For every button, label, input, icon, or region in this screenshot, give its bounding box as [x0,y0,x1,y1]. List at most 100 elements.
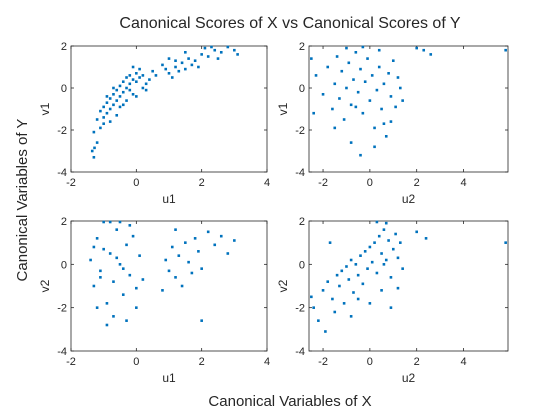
data-point [391,247,395,251]
y-tick-label: -2 [57,125,67,137]
data-point [141,278,145,281]
data-point [210,45,213,49]
data-point [347,61,351,65]
data-point [401,267,404,270]
data-point [108,252,112,255]
data-point [328,241,332,244]
data-point [177,69,181,73]
data-point [424,237,428,240]
data-point [377,234,381,238]
data-point [504,48,507,52]
data-point [105,111,109,115]
data-point [102,247,105,251]
y-tick-label: 2 [61,41,67,53]
data-point [352,291,355,294]
data-point [347,278,351,281]
data-point [333,126,337,130]
data-point [226,45,230,49]
data-point [121,90,125,94]
data-point [164,67,168,71]
data-point [326,280,330,283]
data-point [112,103,115,107]
data-point [345,86,348,90]
data-point [118,220,122,224]
data-point [177,254,181,257]
data-point [102,105,105,109]
data-point [89,258,92,262]
data-point [356,297,360,301]
y-tick-label: 0 [299,259,305,271]
axes-box [308,45,509,173]
data-point [203,46,207,50]
y-tick-label: -4 [57,346,67,358]
data-point [131,78,135,81]
x-axis-label: u1 [162,192,176,206]
data-point [317,319,320,322]
data-point [193,59,197,62]
data-point [361,282,365,286]
data-point [161,289,164,292]
data-point [335,273,339,277]
data-point [349,258,353,262]
data-point [401,99,404,102]
data-point [105,101,109,104]
data-point [102,220,105,224]
data-point [377,65,381,69]
data-point [366,57,369,60]
y-tick-label: 2 [299,216,305,228]
axes-box [308,220,509,352]
x-tick-label: -2 [318,356,328,368]
data-point [115,228,119,231]
data-point [335,55,339,58]
data-point [151,69,154,73]
data-point [382,82,386,86]
y-tick-label: -4 [295,346,305,358]
data-point [396,256,400,260]
data-point [125,319,128,322]
data-point [95,118,99,121]
data-point [219,234,223,238]
data-point [112,93,115,96]
data-point [148,78,151,81]
data-point [380,107,383,111]
data-point [112,86,115,90]
data-point [141,74,145,77]
data-point [115,256,119,260]
data-point [338,284,341,288]
data-point [174,65,177,69]
data-point [112,315,115,318]
data-point [184,67,187,71]
x-tick-label: -2 [66,356,76,368]
data-point [99,269,102,273]
data-point [184,51,187,54]
data-point [144,88,148,92]
y-tick-label: -2 [57,303,67,315]
data-point [95,141,99,144]
data-point [387,72,390,75]
data-point [349,315,353,318]
data-point [161,63,164,67]
data-point [121,267,125,270]
data-point [180,61,184,65]
figure-y-label: Canonical Variables of Y [14,119,31,282]
data-point [174,276,177,279]
data-point [131,65,135,69]
data-point [118,84,122,88]
data-point [184,241,187,244]
data-point [354,51,358,54]
data-point [345,46,348,50]
data-point [99,276,102,279]
data-point [108,107,112,111]
x-tick-label: 0 [367,177,373,189]
data-point [115,88,119,92]
data-point [340,69,344,73]
data-point [363,250,367,253]
data-point [138,254,141,257]
data-point [373,126,376,130]
data-point [118,95,122,98]
x-tick-label: 4 [460,356,466,368]
data-point [102,122,105,125]
